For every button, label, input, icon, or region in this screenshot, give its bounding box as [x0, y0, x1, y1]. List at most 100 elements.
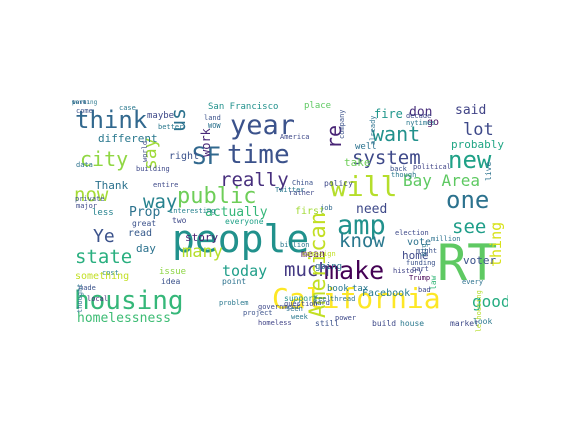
- cloud-word: know: [339, 230, 385, 252]
- cloud-word: already: [369, 115, 377, 146]
- cloud-word: year: [230, 110, 296, 141]
- cloud-word: question: [284, 300, 318, 308]
- cloud-word: rather: [289, 189, 315, 197]
- cloud-word: maybe: [147, 111, 175, 121]
- cloud-word: major: [76, 202, 98, 210]
- cloud-word: public: [177, 184, 257, 209]
- cloud-word: working: [72, 100, 98, 106]
- cloud-word: part: [412, 265, 429, 273]
- cloud-word: one: [446, 186, 490, 214]
- cloud-word: don: [409, 105, 433, 120]
- cloud-word: support: [284, 294, 318, 303]
- cloud-word: entire: [153, 181, 179, 189]
- cloud-word: cost: [102, 269, 119, 277]
- cloud-word: RT: [437, 234, 498, 292]
- cloud-word: read: [128, 228, 153, 239]
- cloud-word: every: [462, 278, 484, 286]
- cloud-word: funding: [406, 259, 436, 267]
- cloud-word: part: [72, 100, 87, 106]
- cloud-word: though: [391, 171, 417, 179]
- cloud-word: work: [199, 127, 213, 157]
- cloud-word: China: [292, 179, 314, 187]
- cloud-word: political: [413, 163, 451, 171]
- cloud-word: San Francisco: [208, 102, 279, 112]
- cloud-word: voter: [463, 254, 497, 267]
- word-cloud: people RT housing California year think time wi…: [72, 100, 508, 332]
- cloud-word: think: [75, 106, 148, 134]
- cloud-word: election: [395, 229, 429, 237]
- cloud-word: issue: [159, 267, 187, 277]
- cloud-word: government: [258, 303, 301, 311]
- cloud-word: world: [141, 140, 149, 162]
- cloud-word: home: [402, 249, 429, 262]
- cloud-word: fire: [374, 107, 403, 121]
- cloud-word: make: [324, 256, 385, 285]
- cloud-word: vote: [407, 237, 432, 248]
- cloud-word: city: [80, 147, 129, 171]
- cloud-word: look: [473, 317, 493, 326]
- cloud-word: today: [222, 262, 268, 280]
- cloud-word: might: [416, 247, 438, 255]
- cloud-word: project: [243, 309, 273, 317]
- cloud-word: take: [344, 156, 371, 169]
- cloud-word: now: [74, 184, 109, 206]
- cloud-word: case: [119, 104, 136, 112]
- cloud-word: housing: [74, 286, 184, 316]
- cloud-word: great: [132, 219, 157, 228]
- cloud-word: homeless: [258, 319, 292, 327]
- cloud-word: Twitter: [275, 186, 305, 194]
- cloud-word: live: [484, 161, 493, 182]
- cloud-word: thread: [330, 295, 356, 303]
- cloud-word: power: [335, 314, 357, 322]
- cloud-word: private: [75, 195, 105, 203]
- cloud-word: Prop: [129, 205, 161, 220]
- cloud-word: really: [220, 169, 289, 191]
- cloud-word: hard: [313, 299, 330, 307]
- cloud-word: something: [75, 271, 130, 282]
- cloud-word: build: [372, 319, 397, 328]
- cloud-word: mean: [301, 249, 326, 260]
- cloud-word: probably: [451, 138, 504, 151]
- cloud-word: two: [172, 216, 187, 225]
- cloud-word: much: [284, 259, 330, 281]
- cloud-word: week: [291, 313, 308, 321]
- cloud-word: market: [450, 319, 479, 328]
- cloud-word: Thank: [95, 179, 129, 192]
- cloud-word: level: [72, 100, 91, 106]
- cloud-word: thought: [76, 283, 84, 314]
- cloud-word: time: [227, 140, 290, 170]
- cloud-word: back: [390, 165, 407, 173]
- cloud-word: SF: [192, 142, 221, 170]
- cloud-word: law: [429, 275, 438, 291]
- cloud-word: house: [400, 319, 425, 328]
- cloud-word: will: [330, 170, 398, 203]
- cloud-word: land: [204, 114, 221, 122]
- cloud-word: data: [76, 161, 93, 169]
- cloud-word: see: [452, 216, 487, 238]
- cloud-word: still: [315, 319, 340, 328]
- cloud-word: system: [352, 147, 421, 169]
- cloud-word: California: [272, 282, 441, 315]
- cloud-word: everyone: [225, 217, 264, 226]
- cloud-word: billion: [280, 241, 310, 249]
- cloud-word: good: [472, 292, 508, 311]
- cloud-word: need: [356, 202, 388, 217]
- cloud-word: first: [295, 206, 326, 217]
- cloud-word: well: [355, 142, 377, 152]
- cloud-word: bad: [418, 286, 431, 294]
- cloud-word: amp: [337, 210, 386, 241]
- cloud-word: going: [315, 262, 343, 272]
- cloud-word: Bay Area: [403, 171, 481, 190]
- cloud-word: lot: [463, 120, 494, 140]
- cloud-word: way: [143, 191, 178, 213]
- cloud-word: problem: [219, 299, 249, 307]
- cloud-word: job: [320, 204, 333, 212]
- cloud-word: idea: [161, 277, 181, 286]
- cloud-word: campaign: [302, 250, 336, 258]
- cloud-word: people: [172, 217, 310, 261]
- cloud-word: Facebook: [362, 288, 411, 299]
- cloud-word: day: [136, 242, 156, 255]
- cloud-word: Ye: [93, 226, 115, 247]
- cloud-word: right: [169, 151, 200, 162]
- cloud-word: interesting: [169, 207, 216, 215]
